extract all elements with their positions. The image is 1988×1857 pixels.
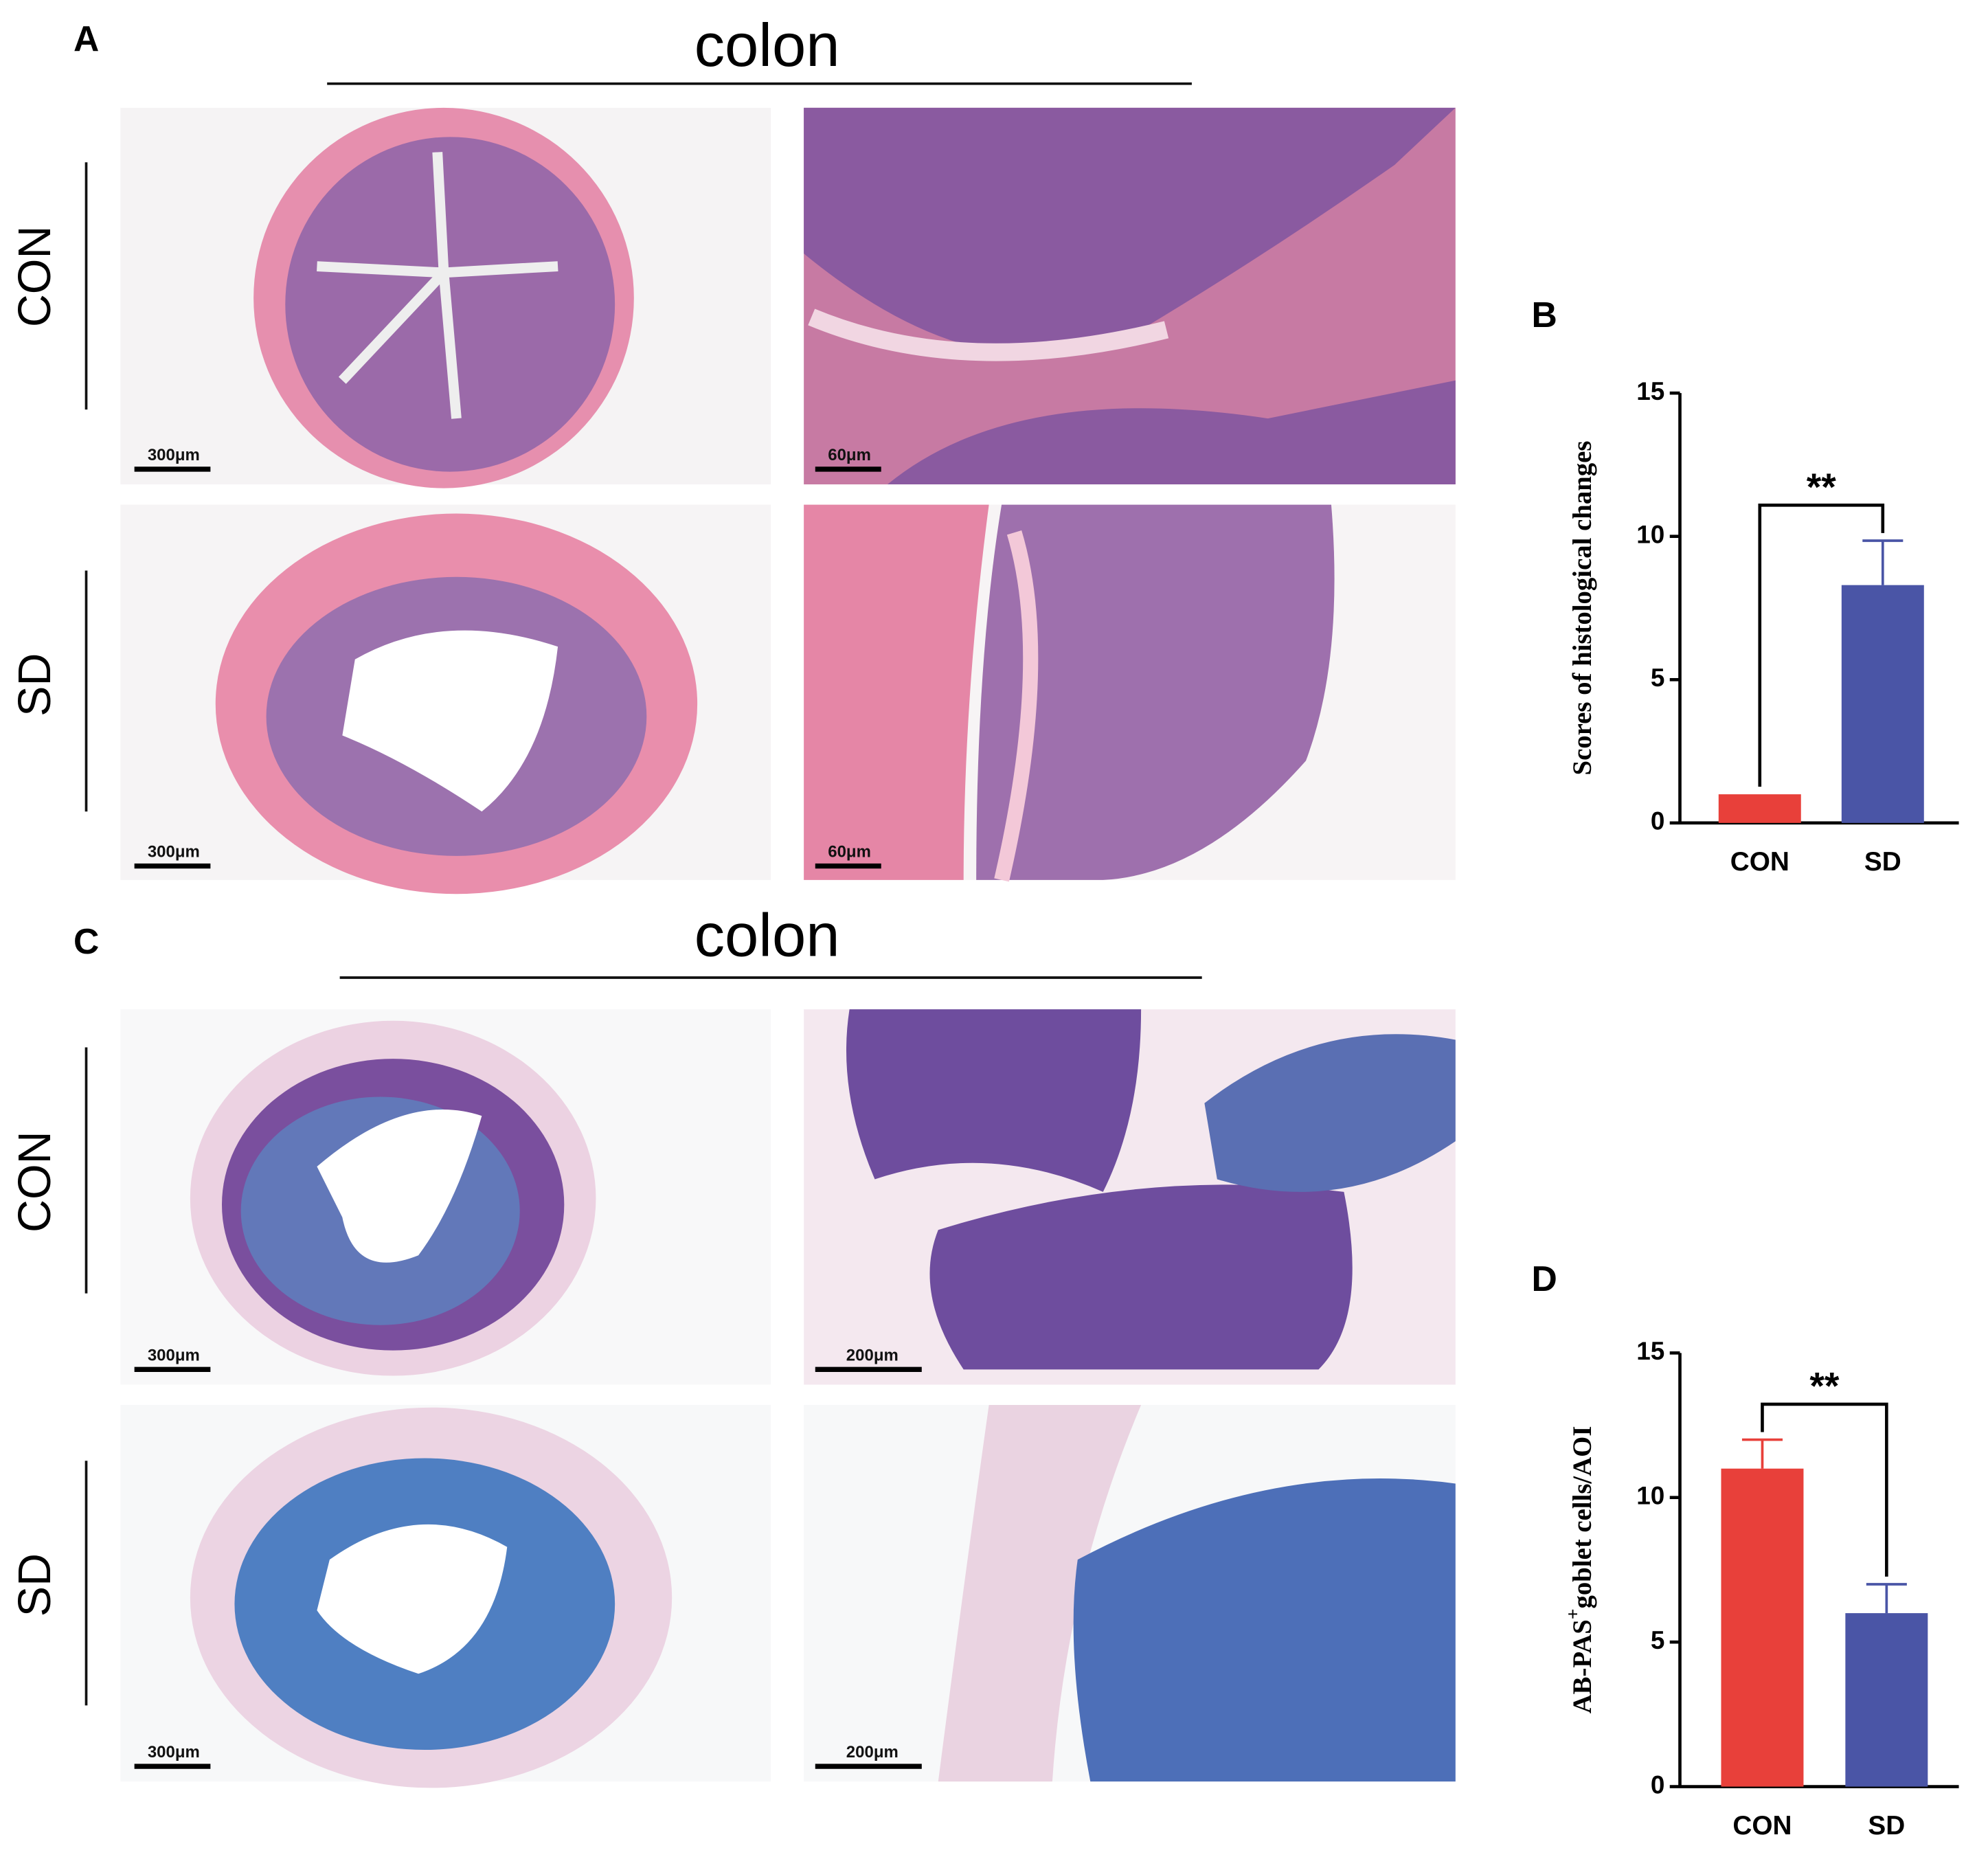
scale-bar-label: 200μm (846, 1743, 899, 1762)
abpas-image (120, 1009, 771, 1385)
y-tick-label: 10 (1636, 520, 1664, 548)
panel-letter: C (74, 921, 99, 961)
significance-label: ** (1809, 1365, 1840, 1408)
bar (1841, 585, 1924, 823)
panel-letter: D (1532, 1259, 1557, 1298)
row-label: CON (10, 1131, 60, 1233)
scale-bar-label: 300μm (148, 1743, 200, 1762)
y-tick-label: 5 (1651, 664, 1665, 692)
he-image (120, 107, 771, 488)
y-axis-label-text: goblet cells/AOI (1568, 1426, 1597, 1609)
y-tick-label: 10 (1636, 1481, 1664, 1509)
y-axis-label-text: Scores of histological changes (1568, 441, 1597, 776)
panel-title: colon (694, 901, 840, 969)
abpas-image (120, 1405, 771, 1788)
panel-title: colon (694, 11, 840, 79)
x-tick-label: SD (1868, 1811, 1905, 1841)
abpas-image (804, 1009, 1456, 1385)
scale-bar-label: 60μm (828, 843, 871, 862)
significance-bracket (1758, 503, 1885, 787)
row-label: SD (10, 1553, 60, 1617)
he-image (804, 504, 1456, 882)
scale-bar-label: 200μm (846, 1346, 899, 1364)
abpas-image (804, 1405, 1456, 1782)
scale-bar-label: 300μm (148, 1346, 200, 1364)
y-axis-label: Scores of histological changes (1568, 441, 1597, 776)
row-label: SD (10, 653, 60, 717)
panel-letter: B (1532, 295, 1557, 335)
y-tick-label: 0 (1651, 1770, 1665, 1799)
y-axis-label: AB-PAS+goblet cells/AOI (1562, 1426, 1597, 1714)
scale-bar-label: 60μm (828, 446, 871, 464)
bar (1721, 1468, 1804, 1787)
scale-bar-label: 300μm (148, 843, 200, 862)
y-tick-label: 5 (1651, 1626, 1665, 1654)
y-axis-label-sup: + (1562, 1608, 1583, 1619)
he-image (120, 504, 771, 894)
bar (1845, 1613, 1928, 1787)
x-tick-label: SD (1864, 847, 1901, 877)
scale-bar-label: 300μm (148, 446, 200, 464)
he-image (804, 107, 1456, 485)
y-tick-label: 15 (1636, 377, 1664, 405)
y-tick-label: 15 (1636, 1337, 1664, 1365)
x-tick-label: CON (1732, 1811, 1792, 1841)
row-label: CON (10, 226, 60, 328)
bar (1718, 794, 1801, 823)
significance-label: ** (1807, 466, 1837, 508)
x-tick-label: CON (1730, 847, 1789, 877)
y-tick-label: 0 (1651, 807, 1665, 835)
panel-letter: A (74, 19, 99, 58)
y-axis-label-text: AB-PAS (1568, 1619, 1597, 1713)
significance-bracket (1761, 1402, 1888, 1577)
